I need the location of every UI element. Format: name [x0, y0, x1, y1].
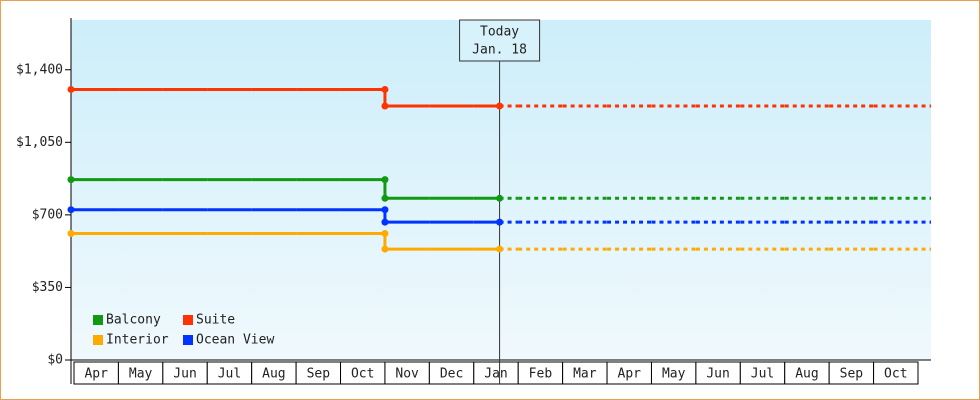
x-tick-label: Nov	[395, 367, 419, 382]
today-date: Jan. 18	[472, 43, 527, 58]
price-point	[67, 206, 75, 214]
y-tick-label: $1,400	[16, 62, 63, 77]
price-point	[496, 102, 504, 110]
legend-label: Balcony	[106, 313, 161, 328]
price-point	[67, 176, 75, 184]
legend-label: Interior	[106, 333, 169, 348]
x-tick-label: May	[662, 367, 686, 382]
price-point	[496, 194, 504, 202]
legend-label: Ocean View	[196, 333, 274, 348]
legend-label: Suite	[196, 313, 235, 328]
x-tick-label: Jul	[218, 367, 241, 382]
x-tick-label: Sep	[307, 367, 331, 382]
legend-swatch	[183, 315, 193, 325]
x-tick-label: Jan	[484, 367, 507, 382]
price-point	[381, 230, 389, 238]
y-tick-label: $1,050	[16, 135, 63, 150]
today-box	[459, 19, 541, 62]
price-point	[381, 218, 389, 226]
x-tick-label: Jul	[751, 367, 774, 382]
x-tick-label: Oct	[351, 367, 374, 382]
x-tick-label: May	[129, 367, 153, 382]
x-tick-label: Jun	[173, 367, 196, 382]
y-tick-label: $0	[47, 353, 63, 368]
price-point	[381, 176, 389, 184]
price-point	[381, 102, 389, 110]
price-point	[67, 85, 75, 93]
legend-swatch	[93, 315, 103, 325]
price-point	[381, 206, 389, 214]
price-point	[381, 194, 389, 202]
x-tick-label: Oct	[884, 367, 907, 382]
x-tick-label: Dec	[440, 367, 463, 382]
y-tick-label: $350	[32, 280, 63, 295]
x-tick-label: Aug	[262, 367, 285, 382]
price-point	[381, 245, 389, 253]
x-tick-label: Sep	[840, 367, 864, 382]
x-tick-label: Apr	[84, 367, 108, 382]
x-tick-label: Mar	[573, 367, 597, 382]
price-point	[381, 85, 389, 93]
x-tick-label: Feb	[529, 367, 553, 382]
today-label: Today	[480, 25, 519, 40]
x-tick-label: Apr	[618, 367, 642, 382]
legend-swatch	[183, 335, 193, 345]
legend-swatch	[93, 335, 103, 345]
y-tick-label: $700	[32, 207, 63, 222]
plot-area	[71, 20, 931, 360]
price-point	[496, 245, 504, 253]
x-tick-label: Aug	[795, 367, 818, 382]
x-tick-cell	[873, 361, 919, 385]
x-tick-label: Jun	[706, 367, 729, 382]
price-point	[496, 218, 504, 226]
price-point	[67, 230, 75, 238]
